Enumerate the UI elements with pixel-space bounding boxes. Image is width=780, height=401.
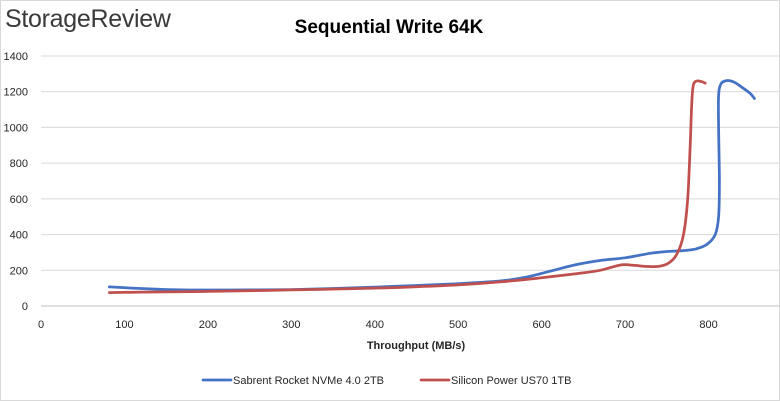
x-tick-label: 600 (532, 319, 550, 331)
x-tick-label: 800 (699, 319, 717, 331)
y-tick-label: 1200 (4, 87, 28, 99)
series-lines (108, 79, 756, 294)
y-tick-label: 1000 (4, 122, 28, 134)
legend-label-1: Sabrent Rocket NVMe 4.0 2TB (233, 375, 384, 387)
legend: Sabrent Rocket NVMe 4.0 2TB Silicon Power… (201, 375, 571, 387)
chart-title: Sequential Write 64K (295, 17, 484, 38)
y-tick-label: 800 (10, 158, 28, 170)
x-tick-label: 0 (38, 319, 44, 331)
x-tick-label: 700 (616, 319, 634, 331)
series-line-2 (108, 79, 707, 294)
series-line-1 (108, 79, 756, 292)
x-tick-label: 500 (449, 319, 467, 331)
x-tick-labels: 0 100 200 300 400 500 600 700 800 (38, 319, 718, 331)
storagereview-logo: StorageReview (5, 5, 172, 33)
gridlines (41, 55, 780, 271)
x-tick-label: 200 (199, 319, 217, 331)
x-tick-label: 100 (115, 319, 133, 331)
y-tick-label: 1400 (4, 51, 28, 63)
y-tick-label: 400 (10, 230, 28, 242)
legend-label-2: Silicon Power US70 1TB (451, 375, 571, 387)
y-tick-labels: 0 200 400 600 800 1000 1200 1400 (4, 51, 28, 313)
y-tick-label: 600 (10, 194, 28, 206)
y-tick-label: 200 (10, 265, 28, 277)
x-tick-label: 300 (282, 319, 300, 331)
y-tick-label: 0 (22, 301, 28, 313)
x-tick-label: 400 (366, 319, 384, 331)
x-axis-label: Throughput (MB/s) (367, 340, 466, 352)
